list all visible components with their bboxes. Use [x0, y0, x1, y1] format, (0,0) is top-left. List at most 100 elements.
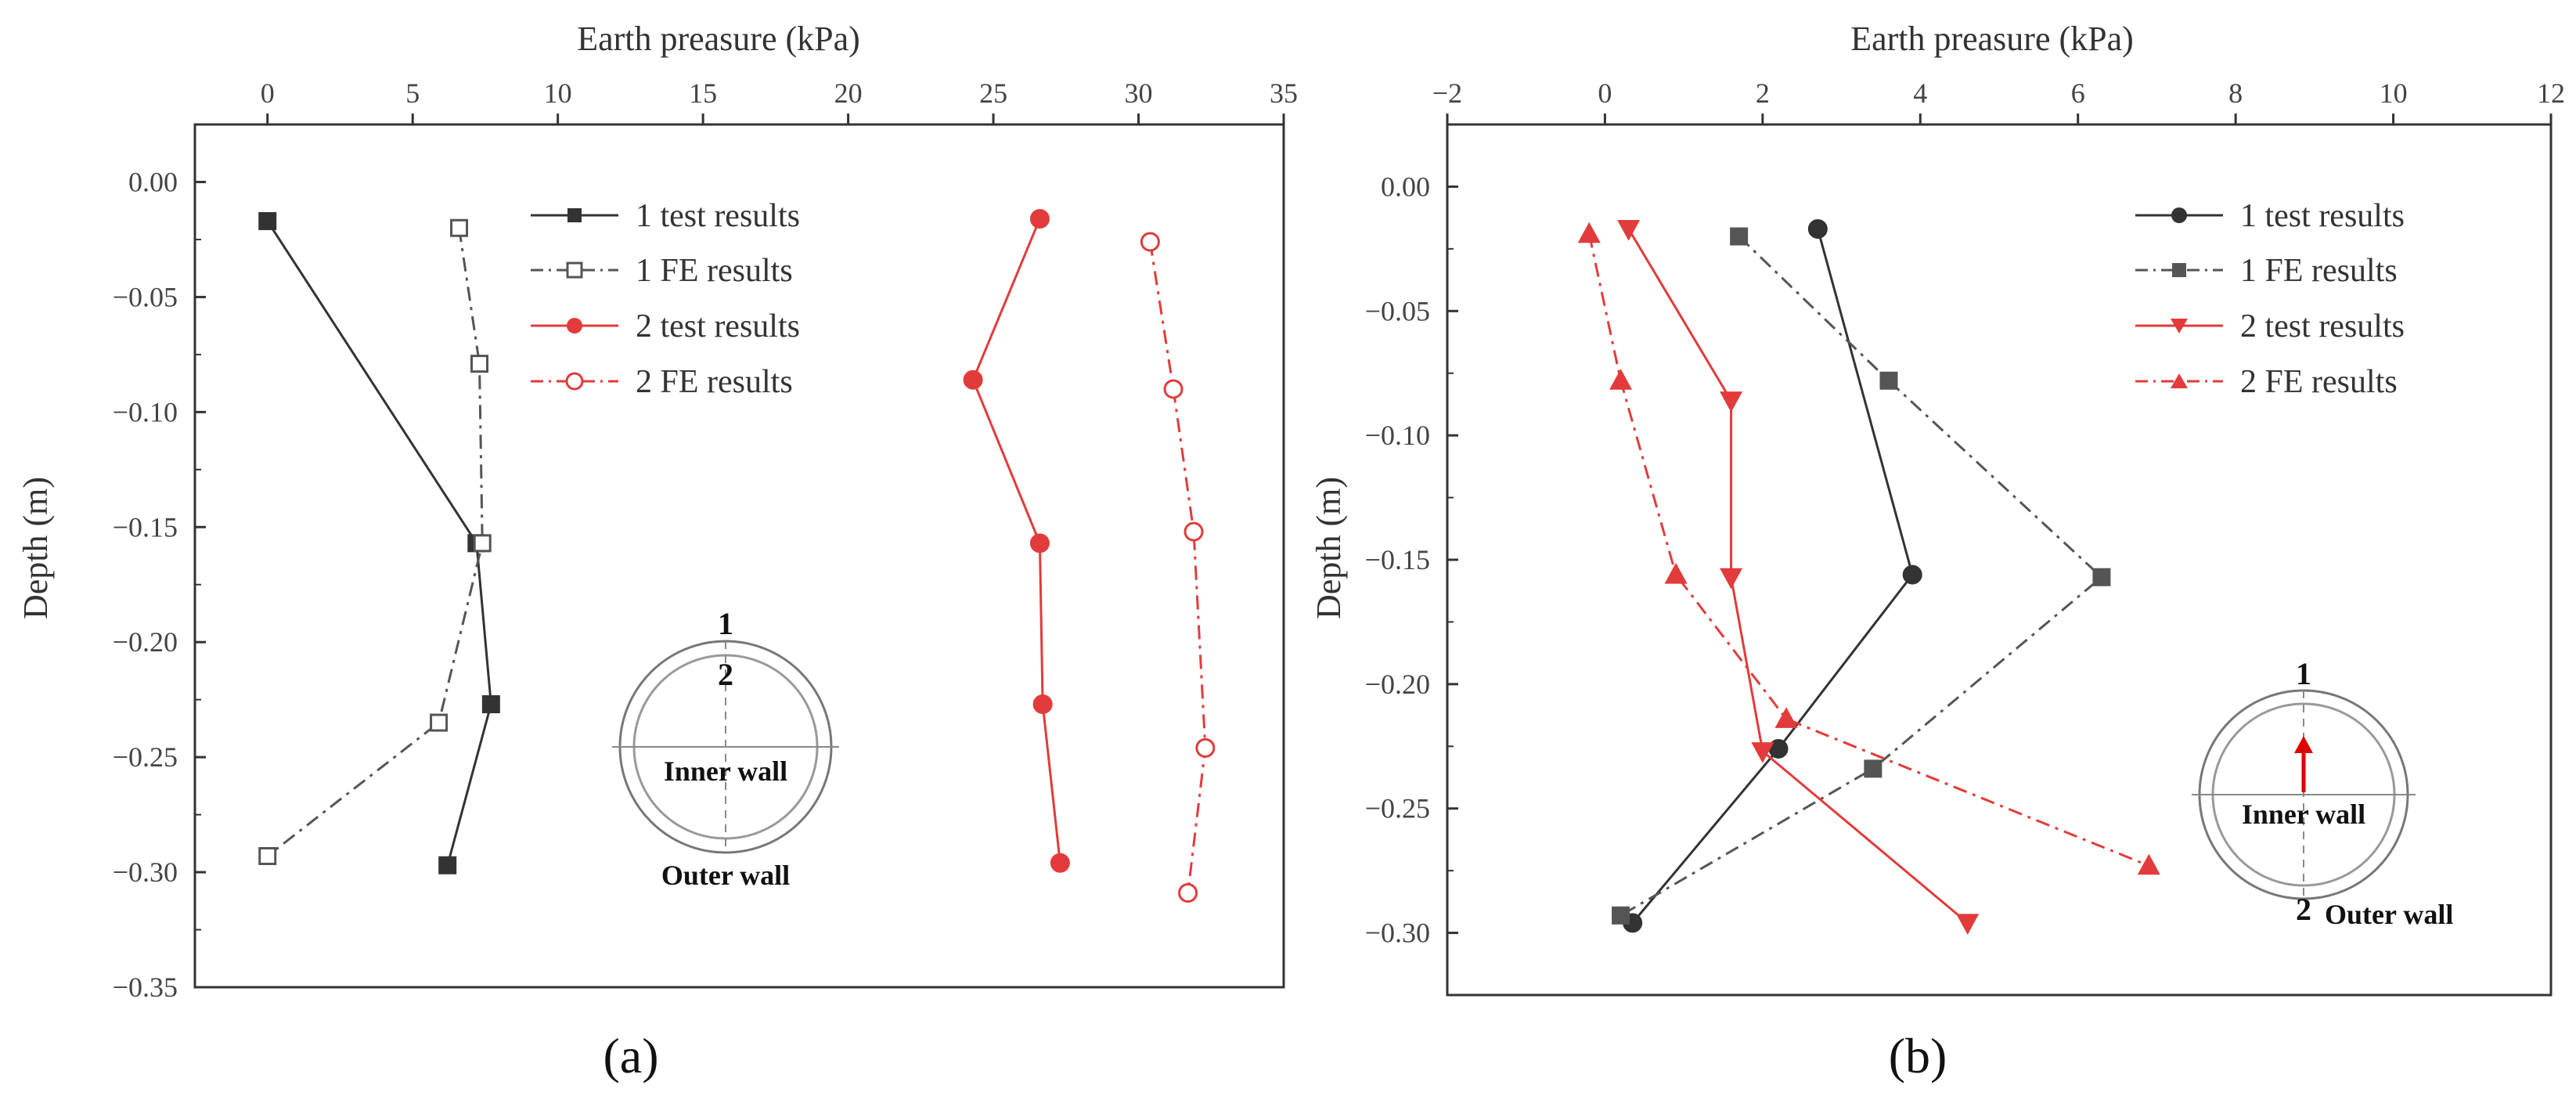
data-point	[1807, 218, 1828, 239]
data-point	[430, 713, 449, 732]
legend-marker	[567, 318, 582, 334]
legend-marker	[2171, 373, 2188, 388]
y-axis-ticks: 0.00 −0.05 −0.10 −0.15 −0.20 −0.25 −0.30	[1365, 171, 1458, 949]
pipe-section-inset: 1 2 Inner wall Outer wall	[612, 606, 839, 891]
x-tick-label: 6	[2071, 78, 2085, 109]
y-tick-label: −0.05	[1365, 295, 1430, 326]
x-tick-label: 30	[1125, 78, 1153, 109]
x-axis-ticks: −2 0 2 4 6 8 10 12	[1432, 78, 2565, 124]
series-2-fe-results	[1577, 222, 2160, 875]
x-axis-label: Earth preasure (kPa)	[577, 20, 860, 58]
data-point	[1029, 533, 1050, 554]
data-point	[1612, 906, 1630, 925]
data-point	[1163, 379, 1184, 399]
data-point	[1864, 759, 1882, 778]
inset-number-2: 2	[718, 657, 733, 692]
x-tick-label: 5	[405, 78, 420, 109]
data-point	[1184, 521, 1204, 542]
data-point	[1956, 914, 1980, 935]
legend-item-2-fe: 2 FE results	[2135, 364, 2398, 400]
legend-label: 1 FE results	[636, 253, 793, 289]
legend-item-2-test: 2 test results	[531, 308, 800, 344]
y-tick-label: −0.30	[113, 856, 178, 888]
legend-item-1-fe: 1 FE results	[2135, 253, 2398, 289]
legend-item-1-test: 1 test results	[2135, 198, 2405, 234]
series-layer	[1577, 218, 2160, 935]
y-tick-label: −0.05	[113, 281, 178, 312]
x-tick-label: 35	[1270, 78, 1298, 109]
inset-number-1: 1	[718, 606, 733, 641]
inset-outer-wall-label: Outer wall	[661, 860, 790, 891]
legend-label: 1 test results	[2240, 198, 2405, 234]
x-tick-label: 10	[2380, 78, 2408, 109]
x-tick-label: 10	[544, 78, 572, 109]
y-axis-ticks: 0.00 −0.05 −0.10 −0.15 −0.20 −0.25 −0.30 −0.35	[113, 166, 206, 1003]
y-tick-label: −0.30	[1365, 918, 1430, 949]
y-tick-label: −0.15	[113, 511, 178, 543]
x-tick-label: 4	[1913, 78, 1927, 109]
x-tick-label: 0	[261, 78, 275, 109]
data-point	[1577, 222, 1601, 243]
chart-panel-a: 0 5 10 15 20 25 30 35 0.00 −0.05 −0.10 −0.15 −0.20 −…	[16, 20, 1298, 1084]
data-point	[1032, 694, 1053, 715]
y-tick-label: −0.20	[1365, 669, 1430, 700]
data-point	[1720, 568, 1743, 590]
x-tick-label: 0	[1598, 78, 1612, 109]
data-point	[2137, 853, 2160, 875]
data-point	[1140, 232, 1160, 252]
series-1-test-results	[258, 211, 500, 874]
y-tick-label: −0.15	[1365, 544, 1430, 575]
y-tick-label: 0.00	[128, 166, 178, 197]
data-point	[481, 695, 500, 714]
inset-number-2: 2	[2296, 892, 2311, 927]
x-axis-ticks: 0 5 10 15 20 25 30 35	[261, 78, 1298, 124]
data-point	[1879, 371, 1898, 390]
legend-item-1-fe: 1 FE results	[531, 253, 793, 289]
series-2-test-results	[1617, 219, 1980, 935]
legend: 1 test results 1 FE results 2 test resul…	[531, 198, 800, 400]
legend-item-2-test: 2 test results	[2135, 308, 2405, 344]
data-point	[1720, 391, 1743, 413]
series-layer	[258, 208, 1216, 903]
series-2-fe-results	[1140, 232, 1216, 903]
series-1-fe-results	[258, 218, 492, 865]
panel-label-a: (a)	[603, 1028, 658, 1084]
legend-marker	[2171, 207, 2187, 223]
data-point	[1617, 219, 1641, 241]
y-tick-label: −0.25	[1365, 793, 1430, 824]
data-point	[258, 211, 277, 230]
legend: 1 test results 1 FE results 2 test resul…	[2135, 198, 2405, 400]
chart-panel-b: −2 0 2 4 6 8 10 12 0.00−0.05−0.10−0.15−0.20−0.2…	[1310, 20, 2565, 1084]
series-line	[266, 228, 484, 857]
plot-frame	[193, 123, 1285, 989]
y-axis-label: Depth (m)	[16, 477, 55, 619]
series-line	[1631, 229, 1914, 924]
legend-item-2-fe: 2 FE results	[531, 364, 793, 400]
data-point	[1609, 369, 1633, 390]
data-point	[1902, 564, 1922, 585]
data-point	[258, 846, 277, 865]
x-tick-label: −2	[1432, 78, 1462, 109]
x-tick-label: 15	[689, 78, 717, 109]
x-tick-label: 12	[2537, 78, 2565, 109]
series-1-fe-results	[1612, 227, 2111, 925]
series-2-test-results	[963, 208, 1070, 873]
legend-label: 2 FE results	[636, 364, 793, 400]
series-line	[266, 220, 492, 866]
data-point	[1050, 853, 1070, 873]
panel-label-b: (b)	[1889, 1028, 1947, 1084]
y-tick-label: 0.00	[1381, 171, 1430, 202]
legend-marker	[566, 261, 583, 279]
y-tick-label: −0.10	[1365, 420, 1430, 451]
data-point	[1029, 208, 1050, 229]
x-tick-label: 2	[1756, 78, 1770, 109]
y-tick-label: −0.35	[113, 972, 178, 1003]
inset-number-1: 1	[2296, 656, 2311, 691]
data-point	[1664, 562, 1688, 584]
data-point	[473, 534, 492, 553]
inset-inner-wall-label: Inner wall	[2242, 799, 2365, 830]
y-tick-label: −0.25	[113, 741, 178, 773]
data-point	[1178, 883, 1198, 903]
data-point	[1774, 707, 1798, 728]
y-axis-label: Depth (m)	[1310, 477, 1348, 619]
